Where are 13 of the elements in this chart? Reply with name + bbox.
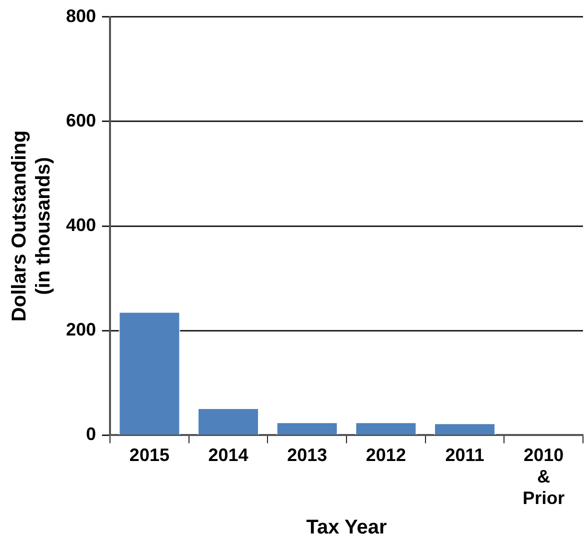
x-tick-label: 2012 (366, 444, 406, 465)
x-tick-label: 2013 (287, 444, 328, 465)
y-tick-label: 400 (66, 214, 96, 235)
x-tick-label: 2011 (445, 444, 484, 465)
y-tick-label: 200 (66, 320, 96, 340)
y-tick-label: 600 (66, 110, 96, 130)
x-axis-title: Tax Year (306, 516, 387, 539)
x-tick-label: 2014 (208, 444, 248, 465)
x-tick-label: 2010 & Prior (522, 444, 565, 508)
y-tick-label: 0 (86, 424, 96, 444)
x-tick-label: 2015 (129, 444, 170, 465)
y-tick-label: 800 (66, 6, 96, 26)
y-axis-title: Dollars Outstanding (in thousands) (8, 130, 55, 322)
